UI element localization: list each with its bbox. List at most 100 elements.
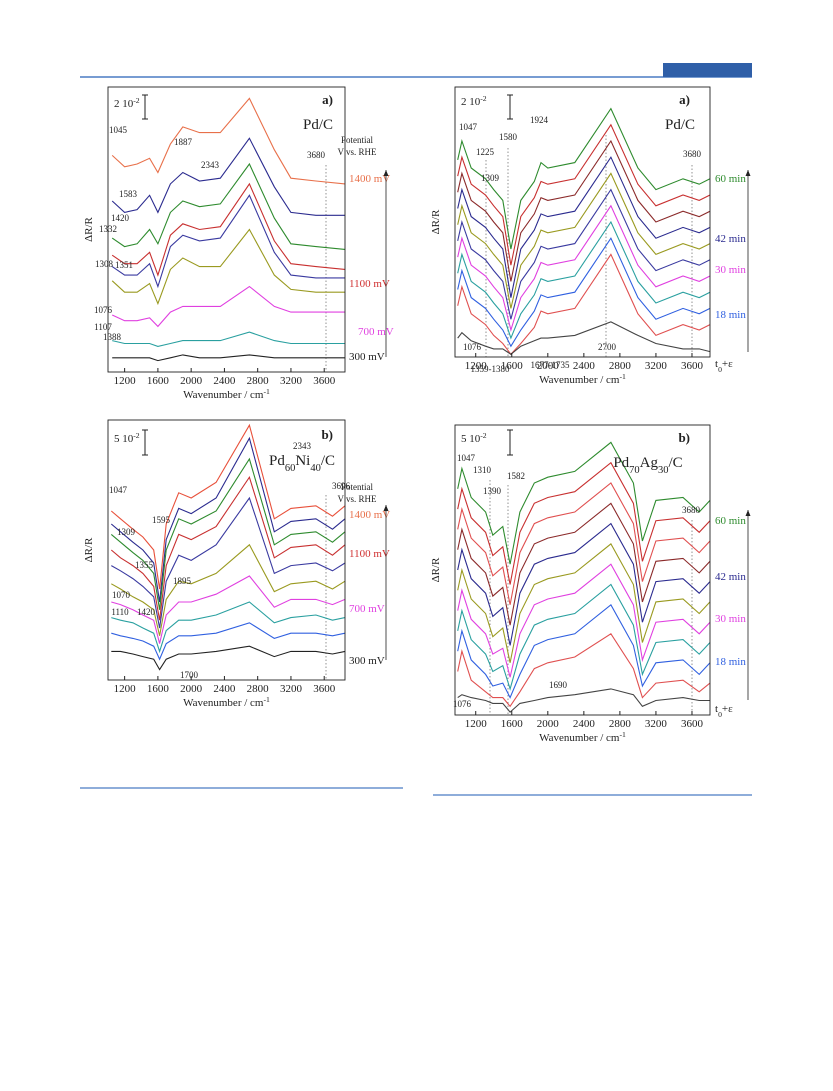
header-tab [663,63,752,77]
scale-bar-label-part: 5 10 [114,433,134,445]
x-axis-label-part: -1 [619,372,626,381]
band-annotation: 1309 [481,173,500,183]
band-annotation: 1351 [115,260,133,270]
spectrum-line [457,156,711,298]
x-tick-label: 2800 [247,683,270,695]
y-axis-label: ΔR/R [430,209,442,234]
spectrum-line [457,441,711,565]
spectrum-line [457,502,711,626]
series-label-part: 1400 mV [349,173,390,185]
series-label: 700 mV [349,603,385,615]
spectrum-line [457,253,711,356]
spectrum-line [111,162,346,250]
legend-title: Potential [341,135,373,145]
panel-title: Pd/C [665,117,695,133]
series-label: t0+ε [715,703,733,719]
y-axis-label: ΔR/R [83,216,95,241]
band-annotation: 1047 [109,485,128,495]
spectrum-line [111,182,346,277]
series-label-part: 300 mV [349,655,385,667]
spectrum-line [112,354,345,362]
panel-title-part: 70 [629,465,640,476]
spectrum-line [111,575,346,644]
band-annotation: 1107 [94,322,112,332]
series-label: 1100 mV [349,278,390,290]
x-tick-label: 1200 [465,360,488,372]
scale-bar-label-part: -2 [133,96,140,105]
series-label: 18 min [715,656,746,668]
series-label: 60 min [715,515,746,527]
series-label-part: 700 mV [358,326,394,338]
scale-bar [142,94,148,120]
series-label: 1400 mV [349,173,390,185]
x-tick-label: 2000 [537,360,560,372]
panel-title-part: /C [669,455,683,471]
x-tick-label: 3600 [681,718,704,730]
spectrum-line [110,423,346,590]
trend-arrow-head [745,510,751,516]
series-label-part: +ε [722,703,733,715]
x-tick-label: 3200 [280,375,303,387]
trend-arrow-head [383,170,389,176]
x-axis-label-part: -1 [263,387,270,396]
band-annotation: 2343 [201,160,220,170]
x-axis-label: Wavenumber / cm-1 [539,730,626,745]
series-label-part: 60 min [715,515,746,527]
scale-bar-label-part: -2 [133,431,140,440]
series-label-part: 1400 mV [349,509,390,521]
x-axis-label-part: Wavenumber / cm [183,697,264,709]
spectrum-line [457,603,711,699]
panel-title-part: Pd/C [665,117,695,133]
panel-title: Pd70Ag30/C [613,455,682,476]
x-tick-label: 3200 [645,360,668,372]
scale-bar-label-part: -2 [480,431,487,440]
panel-title-part: /C [321,453,335,469]
spectrum-line [457,522,711,646]
x-tick-label: 3600 [313,683,336,695]
band-annotation: 1310 [473,465,492,475]
band-annotation: 1355 [135,560,154,570]
x-tick-label: 2400 [573,360,596,372]
x-axis-label-part: Wavenumber / cm [539,732,620,744]
band-annotation: 1677-1735 [531,360,570,370]
spectrum-line [457,461,711,585]
x-tick-label: 3600 [313,375,336,387]
series-label: 18 min [715,309,746,321]
spectrum-line [457,583,711,691]
x-tick-label: 2400 [213,375,236,387]
band-annotation: 1700 [180,670,199,680]
x-axis-label-part: -1 [263,695,270,704]
band-annotation: 1583 [119,189,138,199]
panel-label: b) [678,430,690,445]
panel-title-part: 40 [310,463,321,474]
band-annotation: 1076 [453,699,472,709]
x-tick-label: 2800 [247,375,270,387]
spectrum-line [111,228,345,306]
spectrum-line [457,237,711,348]
scale-bar [507,94,513,120]
x-tick-label: 2000 [180,375,203,387]
series-label-part: t [715,703,718,715]
legend-title: V vs. RHE [337,147,377,157]
scale-bar-label-part: 2 10 [114,98,134,110]
scale-bar-label: 5 10-2 [114,431,140,446]
x-tick-label: 1600 [147,375,170,387]
spectrum-line [457,107,711,250]
panel-title-part: 30 [658,465,669,476]
plot-frame [107,86,346,373]
spectrum-line [111,137,345,216]
series-label-part: 300 mV [349,351,385,363]
band-annotation: 1595 [152,515,171,525]
band-annotation: 3696 [332,481,351,491]
panel-label: a) [322,92,333,107]
band-annotation: 3680 [682,505,701,515]
spectrum-line [111,496,346,629]
x-tick-label: 2400 [213,683,236,695]
x-tick-label: 3200 [280,683,303,695]
trend-arrow-head [383,505,389,511]
band-annotation: 1110 [111,607,129,617]
spectrum-line [111,285,345,328]
series-label-part: 700 mV [349,603,385,615]
band-annotation: 1388 [103,332,122,342]
spectrum-line [457,482,711,605]
